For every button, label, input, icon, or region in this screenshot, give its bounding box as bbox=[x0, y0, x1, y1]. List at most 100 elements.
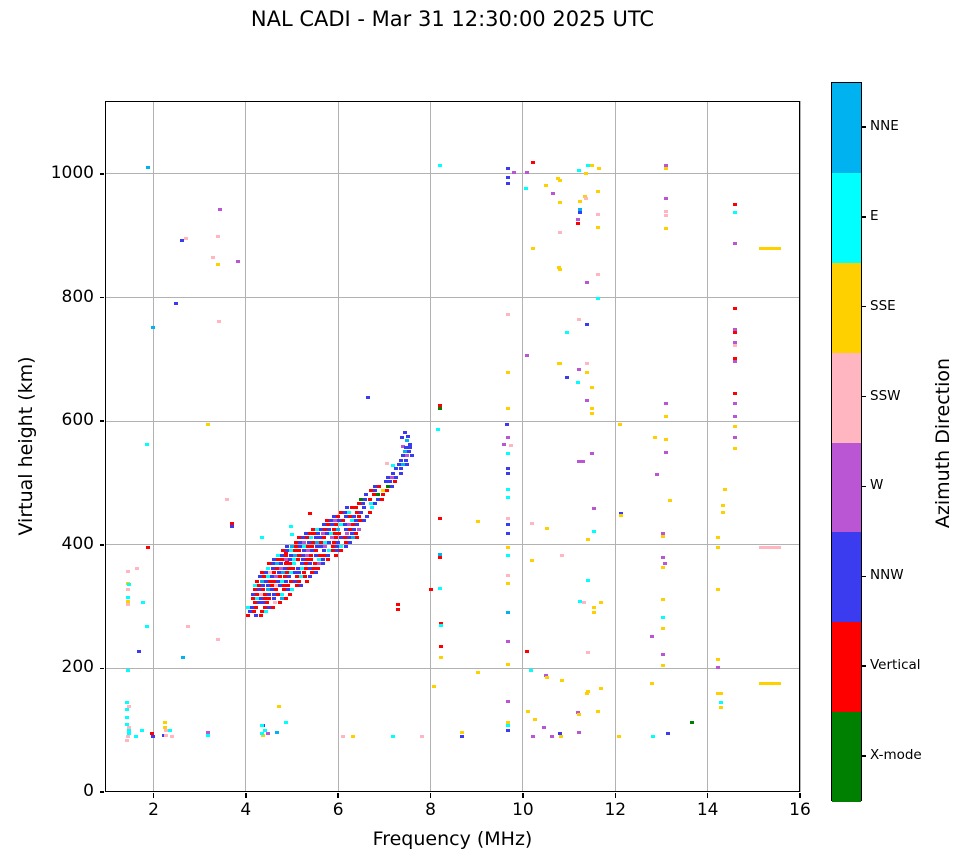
gridline-x bbox=[522, 101, 524, 792]
data-point bbox=[318, 545, 323, 549]
data-point bbox=[332, 532, 337, 536]
y-tick-label: 800 bbox=[61, 286, 94, 307]
data-point bbox=[140, 728, 145, 732]
data-point bbox=[343, 545, 348, 549]
data-point bbox=[309, 549, 314, 553]
colorbar-tick-label: SSE bbox=[870, 297, 896, 314]
data-point bbox=[331, 514, 336, 518]
data-point bbox=[325, 558, 330, 562]
data-point bbox=[559, 735, 564, 739]
data-point bbox=[296, 579, 301, 583]
colorbar-tick bbox=[862, 575, 866, 578]
data-point bbox=[355, 510, 360, 514]
data-point bbox=[263, 592, 268, 596]
colorbar-tick-label: SSW bbox=[870, 387, 901, 404]
data-point bbox=[260, 601, 265, 605]
x-axis-label: Frequency (MHz) bbox=[372, 828, 533, 850]
data-point bbox=[584, 172, 589, 176]
data-point bbox=[556, 177, 561, 181]
x-tick bbox=[152, 793, 155, 798]
data-point bbox=[164, 733, 169, 737]
x-tick bbox=[614, 793, 617, 798]
data-point bbox=[330, 523, 335, 527]
data-point bbox=[577, 713, 582, 717]
x-tick-label: 14 bbox=[696, 800, 719, 820]
y-tick bbox=[99, 296, 104, 299]
data-point bbox=[294, 540, 299, 544]
colorbar-tick bbox=[862, 216, 866, 218]
data-point bbox=[529, 668, 534, 672]
data-point bbox=[331, 540, 336, 544]
data-point bbox=[279, 597, 284, 601]
data-point bbox=[307, 575, 312, 579]
data-point bbox=[321, 558, 326, 562]
data-point bbox=[586, 578, 591, 582]
data-point bbox=[399, 436, 404, 440]
data-point bbox=[348, 514, 353, 518]
data-point bbox=[733, 446, 738, 450]
data-point bbox=[320, 532, 325, 536]
data-point bbox=[370, 506, 375, 510]
data-point bbox=[439, 621, 444, 625]
data-point bbox=[331, 527, 336, 531]
data-point bbox=[550, 735, 555, 739]
data-point bbox=[439, 624, 444, 628]
data-point bbox=[506, 700, 511, 704]
data-point bbox=[259, 579, 264, 583]
data-point bbox=[506, 407, 511, 411]
data-point bbox=[506, 553, 511, 557]
gridline-x bbox=[799, 101, 801, 792]
data-point bbox=[317, 558, 322, 562]
data-point bbox=[341, 519, 346, 523]
colorbar-tick-label: NNW bbox=[870, 567, 904, 584]
data-point bbox=[206, 730, 211, 734]
data-point bbox=[721, 504, 726, 508]
data-point bbox=[280, 549, 285, 553]
data-point bbox=[313, 553, 318, 557]
data-point bbox=[344, 540, 349, 544]
data-point bbox=[394, 467, 399, 471]
data-point bbox=[366, 395, 371, 399]
data-point bbox=[284, 597, 289, 601]
data-point bbox=[398, 467, 403, 471]
data-point bbox=[397, 462, 402, 466]
data-point bbox=[338, 523, 343, 527]
data-point bbox=[396, 602, 401, 606]
data-point bbox=[292, 553, 297, 557]
data-point bbox=[525, 171, 530, 175]
data-point bbox=[545, 675, 550, 679]
data-point bbox=[250, 597, 255, 601]
data-point bbox=[275, 592, 280, 596]
data-point bbox=[287, 562, 292, 566]
x-tick-label: 10 bbox=[512, 800, 534, 820]
data-point bbox=[663, 561, 668, 565]
data-point bbox=[328, 519, 333, 523]
y-tick bbox=[99, 173, 104, 175]
data-point bbox=[557, 361, 562, 365]
data-point bbox=[719, 706, 724, 710]
data-point bbox=[551, 191, 556, 195]
data-point bbox=[506, 182, 511, 186]
data-point bbox=[266, 605, 271, 609]
data-point bbox=[524, 187, 529, 191]
data-point bbox=[586, 651, 591, 655]
data-point bbox=[396, 607, 401, 611]
data-point bbox=[596, 212, 601, 216]
data-point bbox=[265, 588, 270, 592]
x-tick bbox=[522, 793, 524, 798]
data-point bbox=[525, 353, 530, 357]
data-point bbox=[270, 566, 275, 570]
data-point bbox=[267, 592, 272, 596]
colorbar-segment bbox=[832, 622, 861, 713]
data-point bbox=[266, 562, 271, 566]
data-point bbox=[596, 709, 601, 713]
data-point bbox=[436, 428, 441, 432]
data-point bbox=[372, 488, 377, 492]
data-point bbox=[184, 236, 189, 240]
data-point bbox=[127, 728, 132, 732]
data-point bbox=[506, 452, 511, 456]
x-tick bbox=[706, 793, 709, 798]
gridline-y bbox=[105, 297, 800, 299]
data-point bbox=[278, 566, 283, 570]
